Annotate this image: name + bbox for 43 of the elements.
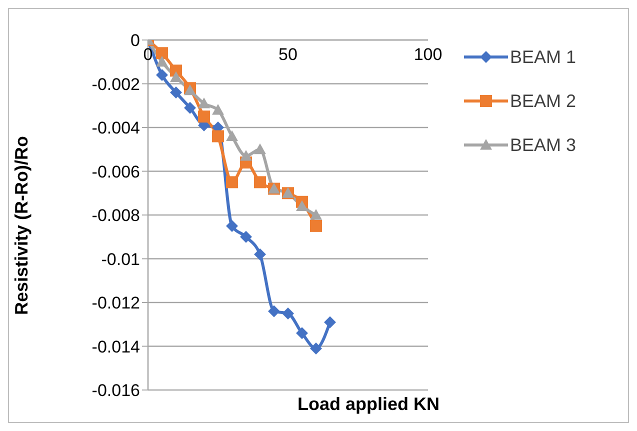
point: [324, 316, 336, 328]
point: [198, 97, 210, 108]
point: [198, 110, 210, 123]
point: [240, 230, 252, 243]
y-tick-label: -0.012: [92, 294, 140, 313]
x-tick-label: 100: [414, 45, 442, 64]
point: [226, 220, 238, 232]
y-tick-label: -0.008: [92, 206, 140, 226]
legend-label: BEAM 1: [510, 46, 576, 68]
y-tick-label: -0.016: [92, 381, 140, 400]
point: [184, 102, 196, 114]
point: [212, 130, 224, 142]
point: [254, 248, 266, 260]
point: [310, 342, 322, 354]
point: [310, 209, 322, 220]
point: [156, 69, 168, 81]
point: [254, 143, 266, 154]
y-tick-label: -0.002: [92, 74, 140, 94]
point: [170, 71, 182, 82]
point: [296, 200, 308, 212]
x-tick-label: 0: [143, 45, 153, 64]
y-tick-label: -0.014: [92, 337, 140, 356]
legend-label: BEAM 2: [510, 90, 576, 112]
point: [310, 220, 322, 232]
y-tick-label: -0.006: [92, 162, 140, 182]
point: [268, 305, 280, 318]
point: [226, 130, 238, 142]
point: [282, 307, 294, 320]
point: [170, 86, 182, 98]
x-tick-label: 50: [278, 45, 298, 64]
point: [212, 104, 224, 115]
point: [254, 176, 266, 188]
point: [156, 56, 168, 67]
legend-label: BEAM 3: [510, 134, 576, 156]
x-axis-title: Load applied KN: [296, 394, 440, 415]
point: [240, 150, 252, 161]
y-tick-label: 0: [130, 31, 140, 50]
point: [296, 327, 308, 340]
point: [156, 47, 168, 60]
point: [226, 176, 238, 188]
y-tick-label: -0.01: [101, 250, 140, 269]
y-axis-title: Resistivity (R-Ro)/Ro: [11, 136, 32, 315]
y-tick-label: -0.004: [92, 118, 140, 138]
